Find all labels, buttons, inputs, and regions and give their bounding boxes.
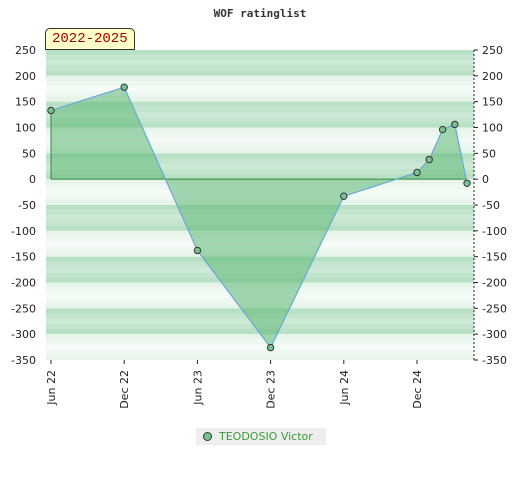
- data-point: [451, 120, 459, 129]
- y-tick-label-right: -150: [482, 251, 507, 264]
- y-tick-label-right: 100: [482, 122, 503, 135]
- grid-band: [46, 143, 474, 149]
- grid-band: [46, 354, 474, 360]
- chart-title: WOF ratinglist: [214, 7, 307, 20]
- y-tick-label: -150: [11, 251, 36, 264]
- data-point: [463, 179, 471, 188]
- grid-band: [46, 65, 474, 71]
- y-axis-left: 250 200 150 100 50 0 -50 -100 -150 -200 -250 -300 -3…: [11, 44, 36, 367]
- y-tick-label: -350: [11, 354, 36, 367]
- y-tick-label: 150: [15, 96, 36, 109]
- x-tick-label: Jun 24: [338, 370, 351, 406]
- x-tick-label: Jun 23: [191, 370, 204, 406]
- grid-band: [46, 174, 474, 180]
- series-line: [50, 86, 468, 349]
- period-label: 2022-2025: [45, 28, 135, 50]
- data-point: [425, 155, 433, 164]
- grid-band: [46, 50, 474, 56]
- area-layer: [50, 86, 468, 349]
- data-point: [120, 83, 128, 91]
- data-point: [193, 246, 202, 255]
- x-tick-label: Dec 24: [411, 370, 424, 409]
- grid-band: [46, 55, 474, 61]
- y-tick-label: -250: [11, 302, 36, 315]
- grid-band: [46, 117, 474, 123]
- y-tick-label: -50: [18, 199, 36, 212]
- data-point: [438, 125, 447, 134]
- grid-band: [46, 168, 474, 174]
- grid-band: [46, 153, 474, 159]
- y-tick-label-right: 0: [482, 173, 489, 186]
- data-point: [266, 343, 275, 352]
- y-tick-label: -300: [11, 328, 36, 341]
- grid-band: [46, 334, 474, 340]
- x-tick-label: Jun 22: [45, 370, 58, 406]
- y-tick-label-right: -250: [482, 302, 507, 315]
- grid-band: [46, 60, 474, 66]
- y-tick-label: 50: [22, 147, 36, 160]
- data-point: [340, 192, 348, 200]
- y-tick-label: -200: [11, 277, 36, 290]
- grid-band: [46, 86, 474, 92]
- grid-band: [46, 122, 474, 128]
- grid-band: [46, 106, 474, 112]
- y-tick-label-right: -300: [482, 328, 507, 341]
- y-tick-label-right: -50: [482, 199, 500, 212]
- y-tick-label: -100: [11, 225, 36, 238]
- grid-band: [46, 163, 474, 169]
- grid-band: [46, 148, 474, 154]
- y-tick-label: 200: [15, 70, 36, 83]
- grid-band: [46, 81, 474, 87]
- series-markers: [47, 83, 471, 352]
- grid-band: [46, 101, 474, 107]
- grid-band: [46, 75, 474, 81]
- series-area: [51, 87, 468, 348]
- y-tick-label-right: 200: [482, 70, 503, 83]
- y-tick-label: 0: [29, 173, 36, 186]
- y-tick-label-right: 150: [482, 96, 503, 109]
- grid-band: [46, 158, 474, 164]
- data-point: [47, 106, 55, 115]
- y-tick-label-right: -100: [482, 225, 507, 238]
- y-tick-label-right: 50: [482, 147, 496, 160]
- data-point: [413, 168, 421, 177]
- grid-band: [46, 91, 474, 97]
- grid-band: [46, 339, 474, 345]
- x-tick-label: Dec 22: [118, 370, 131, 409]
- y-tick-label-right: -350: [482, 354, 507, 367]
- grid-band: [46, 127, 474, 133]
- grid-band: [46, 112, 474, 118]
- legend-marker-icon: [203, 432, 212, 441]
- grid-band: [46, 70, 474, 76]
- legend-label: TEODOSIO Victor: [219, 430, 313, 443]
- x-axis: Jun 22 Dec 22 Jun 23 Dec 23 Jun 24 Dec 24: [45, 360, 424, 409]
- y-axis-right: 250 200 150 100 50 0 -50 -100 -150 -200 -250 -300 -3…: [473, 44, 507, 367]
- x-tick-label: Dec 23: [265, 370, 278, 409]
- y-tick-label: 250: [15, 44, 36, 57]
- y-tick-label: 100: [15, 122, 36, 135]
- grid-band: [46, 132, 474, 138]
- grid-band: [46, 137, 474, 143]
- y-tick-label-right: 250: [482, 44, 503, 57]
- grid-band: [46, 96, 474, 102]
- y-tick-label-right: -200: [482, 277, 507, 290]
- legend[interactable]: TEODOSIO Victor: [196, 428, 326, 445]
- grid-band: [46, 349, 474, 355]
- grid-band: [46, 344, 474, 350]
